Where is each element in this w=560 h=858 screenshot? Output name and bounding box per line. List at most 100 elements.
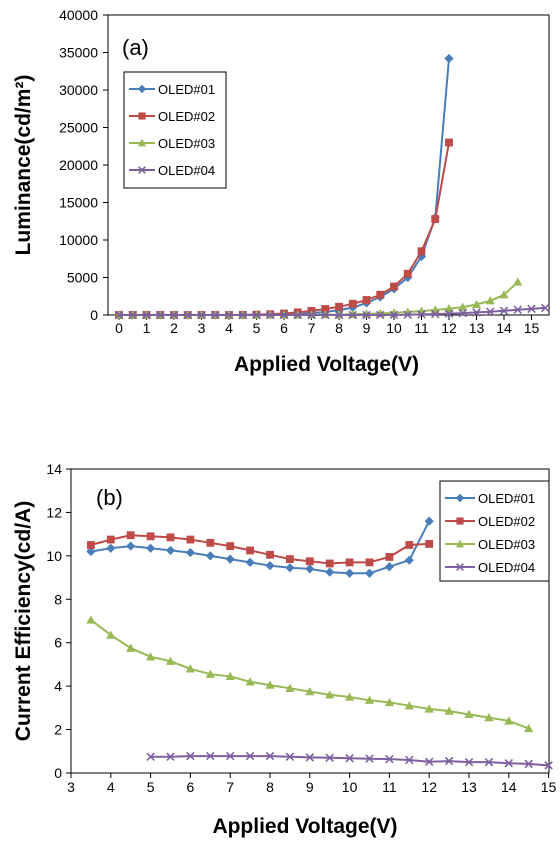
- data-point: [266, 550, 274, 559]
- data-point: [376, 290, 385, 299]
- data-point: [403, 269, 412, 278]
- data-point: [541, 303, 550, 313]
- data-point: [265, 751, 275, 761]
- data-point: [197, 310, 206, 320]
- data-point: [86, 541, 95, 549]
- y-tick-label: 20000: [59, 157, 98, 173]
- data-point: [325, 690, 335, 699]
- x-tick-label: 7: [226, 779, 234, 795]
- data-point: [186, 751, 195, 761]
- data-point: [185, 548, 195, 558]
- data-point: [405, 541, 414, 549]
- data-point: [504, 716, 514, 725]
- legend-swatch-marker: [138, 112, 146, 120]
- series-line: [90, 520, 431, 575]
- data-point: [128, 310, 137, 320]
- y-axis-label: Current Efficiency(cd/A): [12, 501, 35, 741]
- x-tick-label: 7: [308, 320, 316, 336]
- data-point: [499, 306, 509, 316]
- data-point: [472, 308, 481, 317]
- series-OLED#02: [86, 531, 434, 568]
- data-point: [106, 630, 116, 639]
- data-point: [464, 709, 474, 719]
- data-point: [86, 546, 96, 557]
- data-point: [424, 757, 434, 766]
- data-point: [166, 533, 175, 542]
- data-point: [364, 695, 375, 704]
- data-point: [165, 545, 176, 556]
- x-tick-label: 12: [441, 320, 457, 336]
- data-point: [334, 310, 344, 320]
- data-point: [211, 310, 220, 320]
- x-tick-label: 14: [496, 320, 512, 336]
- series-OLED#04: [146, 751, 553, 770]
- data-point: [246, 546, 255, 555]
- x-tick-label: 13: [461, 779, 477, 795]
- x-tick-label: 9: [306, 779, 314, 795]
- data-point: [165, 656, 176, 665]
- data-point: [345, 753, 354, 763]
- data-point: [225, 671, 235, 681]
- data-point: [146, 532, 155, 541]
- x-tick-label: 4: [107, 779, 115, 795]
- data-point: [444, 309, 454, 318]
- data-point: [245, 751, 255, 761]
- data-point: [404, 701, 414, 710]
- data-point: [206, 538, 215, 547]
- data-point: [226, 542, 235, 550]
- data-point: [362, 310, 371, 320]
- chart-panel-b: 0 2 4 6 8 10 12 14 3 4 5 6 7 8 9 10 11 12 13 14 15 Applied Vo…: [12, 461, 557, 838]
- y-tick-label: 40000: [59, 7, 98, 23]
- y-tick-label: 25000: [59, 120, 98, 136]
- x-tick-label: 15: [541, 779, 557, 795]
- data-point: [431, 309, 440, 319]
- data-point: [238, 310, 247, 320]
- data-point: [485, 296, 495, 305]
- y-axis-label: Luminance(cd/m²): [12, 75, 35, 256]
- data-point: [183, 310, 192, 320]
- data-point: [458, 302, 468, 311]
- data-point: [305, 564, 315, 574]
- data-point: [484, 757, 494, 767]
- x-tick-label: 9: [363, 320, 371, 336]
- data-point: [444, 53, 454, 64]
- data-point: [365, 558, 374, 567]
- data-point: [417, 247, 426, 256]
- y-tick-label: 6: [54, 635, 62, 651]
- panel-label: (b): [96, 485, 123, 510]
- data-point: [146, 543, 156, 553]
- y-tick-label: 8: [54, 591, 62, 607]
- data-point: [285, 683, 295, 692]
- x-tick-label: 8: [335, 320, 343, 336]
- legend-swatch-marker: [137, 138, 147, 147]
- y-tick-label: 2: [54, 722, 62, 738]
- data-point: [384, 697, 394, 707]
- data-point: [444, 706, 454, 715]
- legend-entry-label: OLED#02: [158, 109, 215, 124]
- x-tick-label: 10: [386, 320, 402, 336]
- data-point: [305, 686, 315, 696]
- legend-swatch-marker: [456, 517, 464, 525]
- y-tick-label: 10: [46, 548, 62, 564]
- x-tick-label: 5: [253, 320, 261, 336]
- data-point: [169, 310, 179, 320]
- y-tick-label: 0: [54, 765, 62, 781]
- x-tick-label: 0: [115, 320, 123, 336]
- data-point: [142, 310, 151, 320]
- legend-entry-label: OLED#04: [478, 560, 535, 575]
- data-point: [348, 310, 357, 320]
- data-point: [285, 752, 295, 761]
- legend-entry-label: OLED#01: [478, 491, 535, 506]
- data-point: [305, 753, 315, 762]
- data-point: [384, 562, 394, 572]
- data-point: [524, 723, 534, 733]
- x-tick-label: 8: [266, 779, 274, 795]
- chart-panel-a: 0 5000 10000 15000 20000 25000 30000 35000 40000…: [12, 7, 550, 376]
- data-point: [513, 305, 522, 314]
- panel-label: (a): [122, 35, 149, 60]
- y-tick-label: 0: [90, 307, 98, 323]
- data-point: [86, 615, 96, 624]
- data-point: [403, 307, 413, 316]
- legend: OLED#01 OLED#02 OLED#03 OLED#04: [123, 71, 227, 189]
- data-point: [404, 555, 414, 565]
